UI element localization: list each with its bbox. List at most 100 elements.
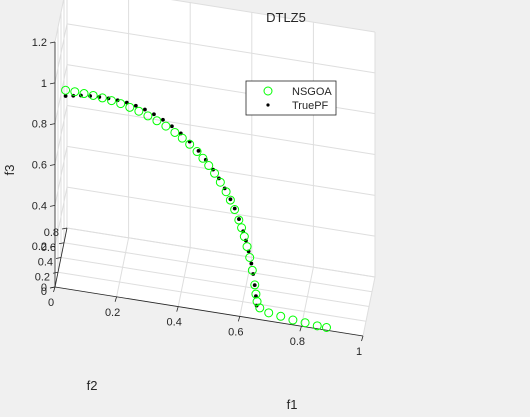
grid-line-z-left (54, 64, 68, 124)
legend: NSGOA TruePF (245, 80, 337, 116)
x-axis-label: f1 (287, 397, 298, 412)
nsgoa-point (221, 187, 231, 197)
tick-labels: 00.20.40.60.8100.20.40.60.800.20.40.60.8… (32, 37, 362, 358)
y-tick-mark (52, 271, 59, 274)
nsgoa-point (177, 133, 187, 143)
grid-line-z-back (66, 145, 376, 196)
nsgoa-point (79, 89, 89, 99)
truepf-point (196, 149, 201, 153)
nsgoa-point (161, 121, 171, 131)
z-tick-label: 0.2 (32, 241, 47, 253)
nsgoa-point (225, 195, 235, 205)
nsgoa-point (252, 297, 262, 307)
nsgoa-point (247, 265, 257, 275)
z-tick-label: 1 (41, 78, 47, 90)
nsgoa-point (97, 93, 107, 103)
truepf-point (152, 112, 156, 117)
y-tick-mark (55, 257, 62, 259)
axis-lines (49, 41, 364, 342)
truepf-point (63, 94, 68, 98)
z-tick-label: 0.8 (32, 119, 47, 131)
nsgoa-point (245, 252, 255, 262)
nsgoa-point (143, 111, 153, 121)
nsgoa-point (264, 308, 274, 318)
nsgoa-point (312, 321, 322, 331)
grid-line-z-left (54, 0, 65, 43)
x-tick-mark (176, 306, 179, 312)
nsgoa-point (185, 139, 195, 149)
y-tick-label: 0.6 (41, 242, 56, 254)
nsgoa-point (239, 232, 249, 242)
chart-title: DTLZ5 (266, 10, 306, 25)
grid-line-z-back (170, 0, 376, 33)
y-axis-label: f2 (87, 378, 98, 393)
truepf-point (228, 197, 233, 202)
grid-line-z-left (54, 146, 68, 206)
nsgoa-point (237, 223, 247, 233)
nsgoa-point (230, 205, 240, 215)
nsgoa-point (152, 116, 162, 126)
nsgoa-point (70, 87, 80, 97)
nsgoa-point (61, 85, 71, 95)
legend-box (245, 80, 337, 116)
nsgoa-point (242, 242, 252, 252)
nsgoa-point (134, 106, 144, 116)
nsgoa-point (234, 215, 244, 225)
grid-line-z-left (54, 23, 68, 83)
nsgoa-point (300, 318, 310, 328)
truepf-point (249, 261, 254, 266)
grid-line-z-back (66, 227, 376, 278)
x-axis-line (54, 286, 364, 337)
nsgoa-point (170, 127, 180, 137)
y-tick-label: 0.2 (35, 271, 50, 283)
z-tick-mark (49, 286, 56, 289)
nsgoa-point (321, 322, 331, 332)
x-tick-mark (299, 326, 302, 332)
truepf-point (237, 217, 241, 221)
y-tick-label: 0 (41, 286, 47, 298)
nsgoa-point (288, 315, 298, 325)
x-tick-mark (114, 296, 117, 302)
z-tick-mark (49, 123, 56, 126)
y-tick-mark (61, 227, 68, 230)
truepf-point (252, 283, 257, 288)
z-tick-mark (49, 82, 56, 85)
legend-truepf-label: TruePF (292, 100, 329, 112)
z-tick-label: 0.6 (32, 160, 47, 172)
truepf-point (115, 98, 120, 103)
y-tick-mark (58, 242, 65, 245)
truepf-point (170, 124, 174, 129)
z-axis-label: f3 (2, 165, 17, 176)
nsgoa-point (204, 161, 214, 171)
grid-line-y-floor (63, 242, 373, 293)
nsgoa-point (107, 96, 117, 106)
z-tick-mark (49, 164, 56, 166)
x-tick-mark (53, 286, 56, 293)
x-tick-label: 0.6 (228, 326, 243, 338)
z-tick-label: 0 (41, 282, 47, 294)
x-tick-label: 0.2 (105, 307, 120, 319)
grid-line-z-left (54, 187, 68, 247)
nsgoa-point (276, 311, 286, 321)
grid-line-y-floor (57, 271, 367, 322)
z-tick-mark (49, 245, 56, 248)
truepf-point (161, 117, 165, 122)
z-tick-mark (49, 41, 56, 44)
z-tick-label: 1.2 (32, 37, 47, 49)
back-wall (67, 0, 375, 277)
nsgoa-point (192, 147, 202, 157)
z-tick-mark (49, 204, 56, 207)
nsgoa-series (61, 85, 331, 332)
truepf-point (232, 206, 237, 211)
legend-nsgoa-label: NSGOA (292, 86, 332, 98)
grid-line-z-back (66, 105, 376, 155)
x-tick-label: 0 (48, 297, 54, 309)
nsgoa-point (250, 280, 260, 290)
grid-line-z-back (66, 186, 376, 237)
nsgoa-point (198, 153, 208, 163)
truepf-point (133, 103, 138, 108)
nsgoa-point (125, 102, 135, 112)
nsgoa-point (255, 303, 265, 313)
legend-nsgoa-marker (263, 86, 273, 96)
